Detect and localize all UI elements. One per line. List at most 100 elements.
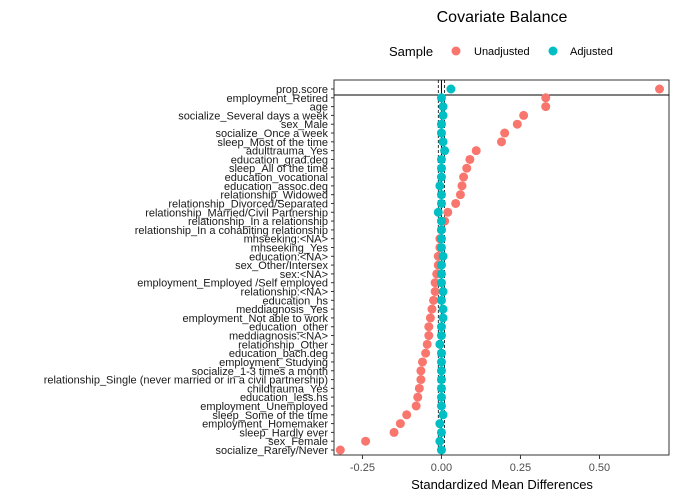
point-adjusted [436, 357, 446, 367]
point-unadjusted [421, 348, 431, 358]
point-unadjusted [427, 304, 437, 314]
point-unadjusted [429, 295, 439, 305]
point-adjusted [436, 331, 446, 341]
point-adjusted [435, 181, 445, 191]
point-adjusted [436, 172, 446, 182]
point-adjusted [435, 436, 445, 446]
point-unadjusted [411, 401, 421, 411]
y-tick-label: socialize_Rarely/Never [216, 445, 329, 457]
y-tick-label: meddiagnosis_Yes [236, 304, 328, 316]
point-unadjusted [395, 419, 405, 429]
point-adjusted [438, 137, 448, 147]
point-adjusted [436, 128, 446, 138]
y-tick-label: sleep_Hardly ever [239, 427, 328, 439]
point-unadjusted [500, 128, 510, 138]
y-tick-label: relationship:<NA> [241, 287, 328, 299]
point-adjusted [436, 260, 446, 270]
point-unadjusted [465, 154, 475, 164]
point-unadjusted [541, 102, 551, 112]
point-adjusted [436, 375, 446, 385]
y-tick-label: sex:<NA> [280, 269, 328, 281]
x-axis-ticks: -0.25 0.00 0.25 0.50 [350, 455, 610, 474]
point-adjusted [436, 119, 446, 129]
point-adjusted [436, 163, 446, 173]
legend-title: Sample [389, 44, 433, 59]
point-unadjusted [402, 410, 412, 420]
y-tick-label: employment_Not able to work [182, 313, 328, 325]
point-unadjusted [459, 172, 469, 182]
point-unadjusted [425, 313, 435, 323]
y-tick-label: socialize_1-3 times a month [192, 366, 328, 378]
point-adjusted [436, 190, 446, 200]
point-unadjusted [497, 137, 506, 147]
point-unadjusted [335, 445, 345, 455]
point-unadjusted [451, 198, 461, 208]
y-tick-label: education_less.hs [240, 392, 329, 404]
y-tick-label: sleep_Some of the time [212, 410, 328, 422]
y-tick-label: age [310, 102, 328, 114]
y-tick-label: education_grad.deg [231, 154, 328, 166]
y-tick-label: sleep_Most of the time [217, 137, 328, 149]
point-adjusted [436, 366, 446, 376]
y-tick-label: relationship_In a relationship [188, 216, 328, 228]
data-points [335, 84, 665, 455]
point-adjusted [436, 242, 446, 252]
point-adjusted [440, 146, 450, 156]
y-tick-label: childtrauma_Yes [247, 383, 328, 395]
point-adjusted [436, 401, 446, 411]
point-unadjusted [457, 181, 467, 191]
y-tick-label: education_bach.deg [229, 348, 328, 360]
y-tick-label: relationship_Widowed [220, 190, 328, 202]
y-tick-label: relationship_In a cohabiting relationshi… [135, 225, 328, 237]
point-adjusted [436, 348, 446, 358]
y-tick-label: education_hs [263, 295, 329, 307]
y-tick-label: relationship_Married/Civil Partnership [145, 207, 328, 219]
y-tick-label: prop.score [276, 84, 328, 96]
point-unadjusted [430, 278, 440, 288]
point-unadjusted [430, 287, 440, 297]
y-tick-label: education:<NA> [249, 251, 328, 263]
legend-key-unadjusted [451, 46, 461, 56]
point-unadjusted [655, 84, 665, 94]
point-adjusted [435, 339, 445, 349]
y-tick-label: sex_Female [268, 436, 328, 448]
y-tick-label: employment_Studying [219, 357, 328, 369]
y-tick-label: education_vocational [225, 172, 328, 184]
point-unadjusted [361, 436, 371, 446]
legend-key-adjusted [548, 46, 558, 56]
point-adjusted [438, 313, 448, 323]
legend-label-adjusted: Adjusted [570, 46, 613, 58]
y-tick-label: mhseeking_Yes [251, 242, 329, 254]
point-adjusted [436, 234, 446, 244]
y-tick-label: education_assoc.deg [224, 181, 328, 193]
point-adjusted [433, 207, 443, 217]
point-adjusted [436, 278, 446, 288]
plot-panel [333, 79, 670, 456]
y-tick-label: relationship_Other [238, 339, 328, 351]
point-unadjusted [443, 207, 453, 217]
point-adjusted [438, 251, 448, 261]
point-unadjusted [424, 322, 434, 332]
point-adjusted [436, 198, 446, 208]
point-adjusted [436, 392, 446, 402]
legend: Sample Unadjusted Adjusted [389, 44, 613, 59]
point-unadjusted [471, 146, 481, 156]
y-tick-label: education_other [249, 322, 328, 334]
y-tick-label: relationship_Divorced/Separated [168, 198, 328, 210]
point-unadjusted [416, 375, 426, 385]
y-tick-label: socialize_Once a week [215, 128, 328, 140]
y-axis-labels: prop.scoreemployment_Retiredagesocialize… [44, 84, 334, 457]
y-tick-label: meddiagnosis:<NA> [229, 331, 328, 343]
y-tick-label: socialize_Several days a week [178, 110, 328, 122]
point-adjusted [436, 322, 446, 332]
point-unadjusted [424, 331, 434, 341]
y-tick-label: sex_Other/Intersex [235, 260, 328, 272]
point-unadjusted [417, 357, 427, 367]
point-adjusted [436, 216, 446, 226]
point-unadjusted [455, 190, 465, 200]
point-adjusted [436, 445, 446, 455]
y-tick-label: relationship_Single (never married or in… [44, 375, 328, 387]
point-adjusted [436, 383, 446, 393]
x-tick-label: 0.50 [589, 462, 610, 474]
